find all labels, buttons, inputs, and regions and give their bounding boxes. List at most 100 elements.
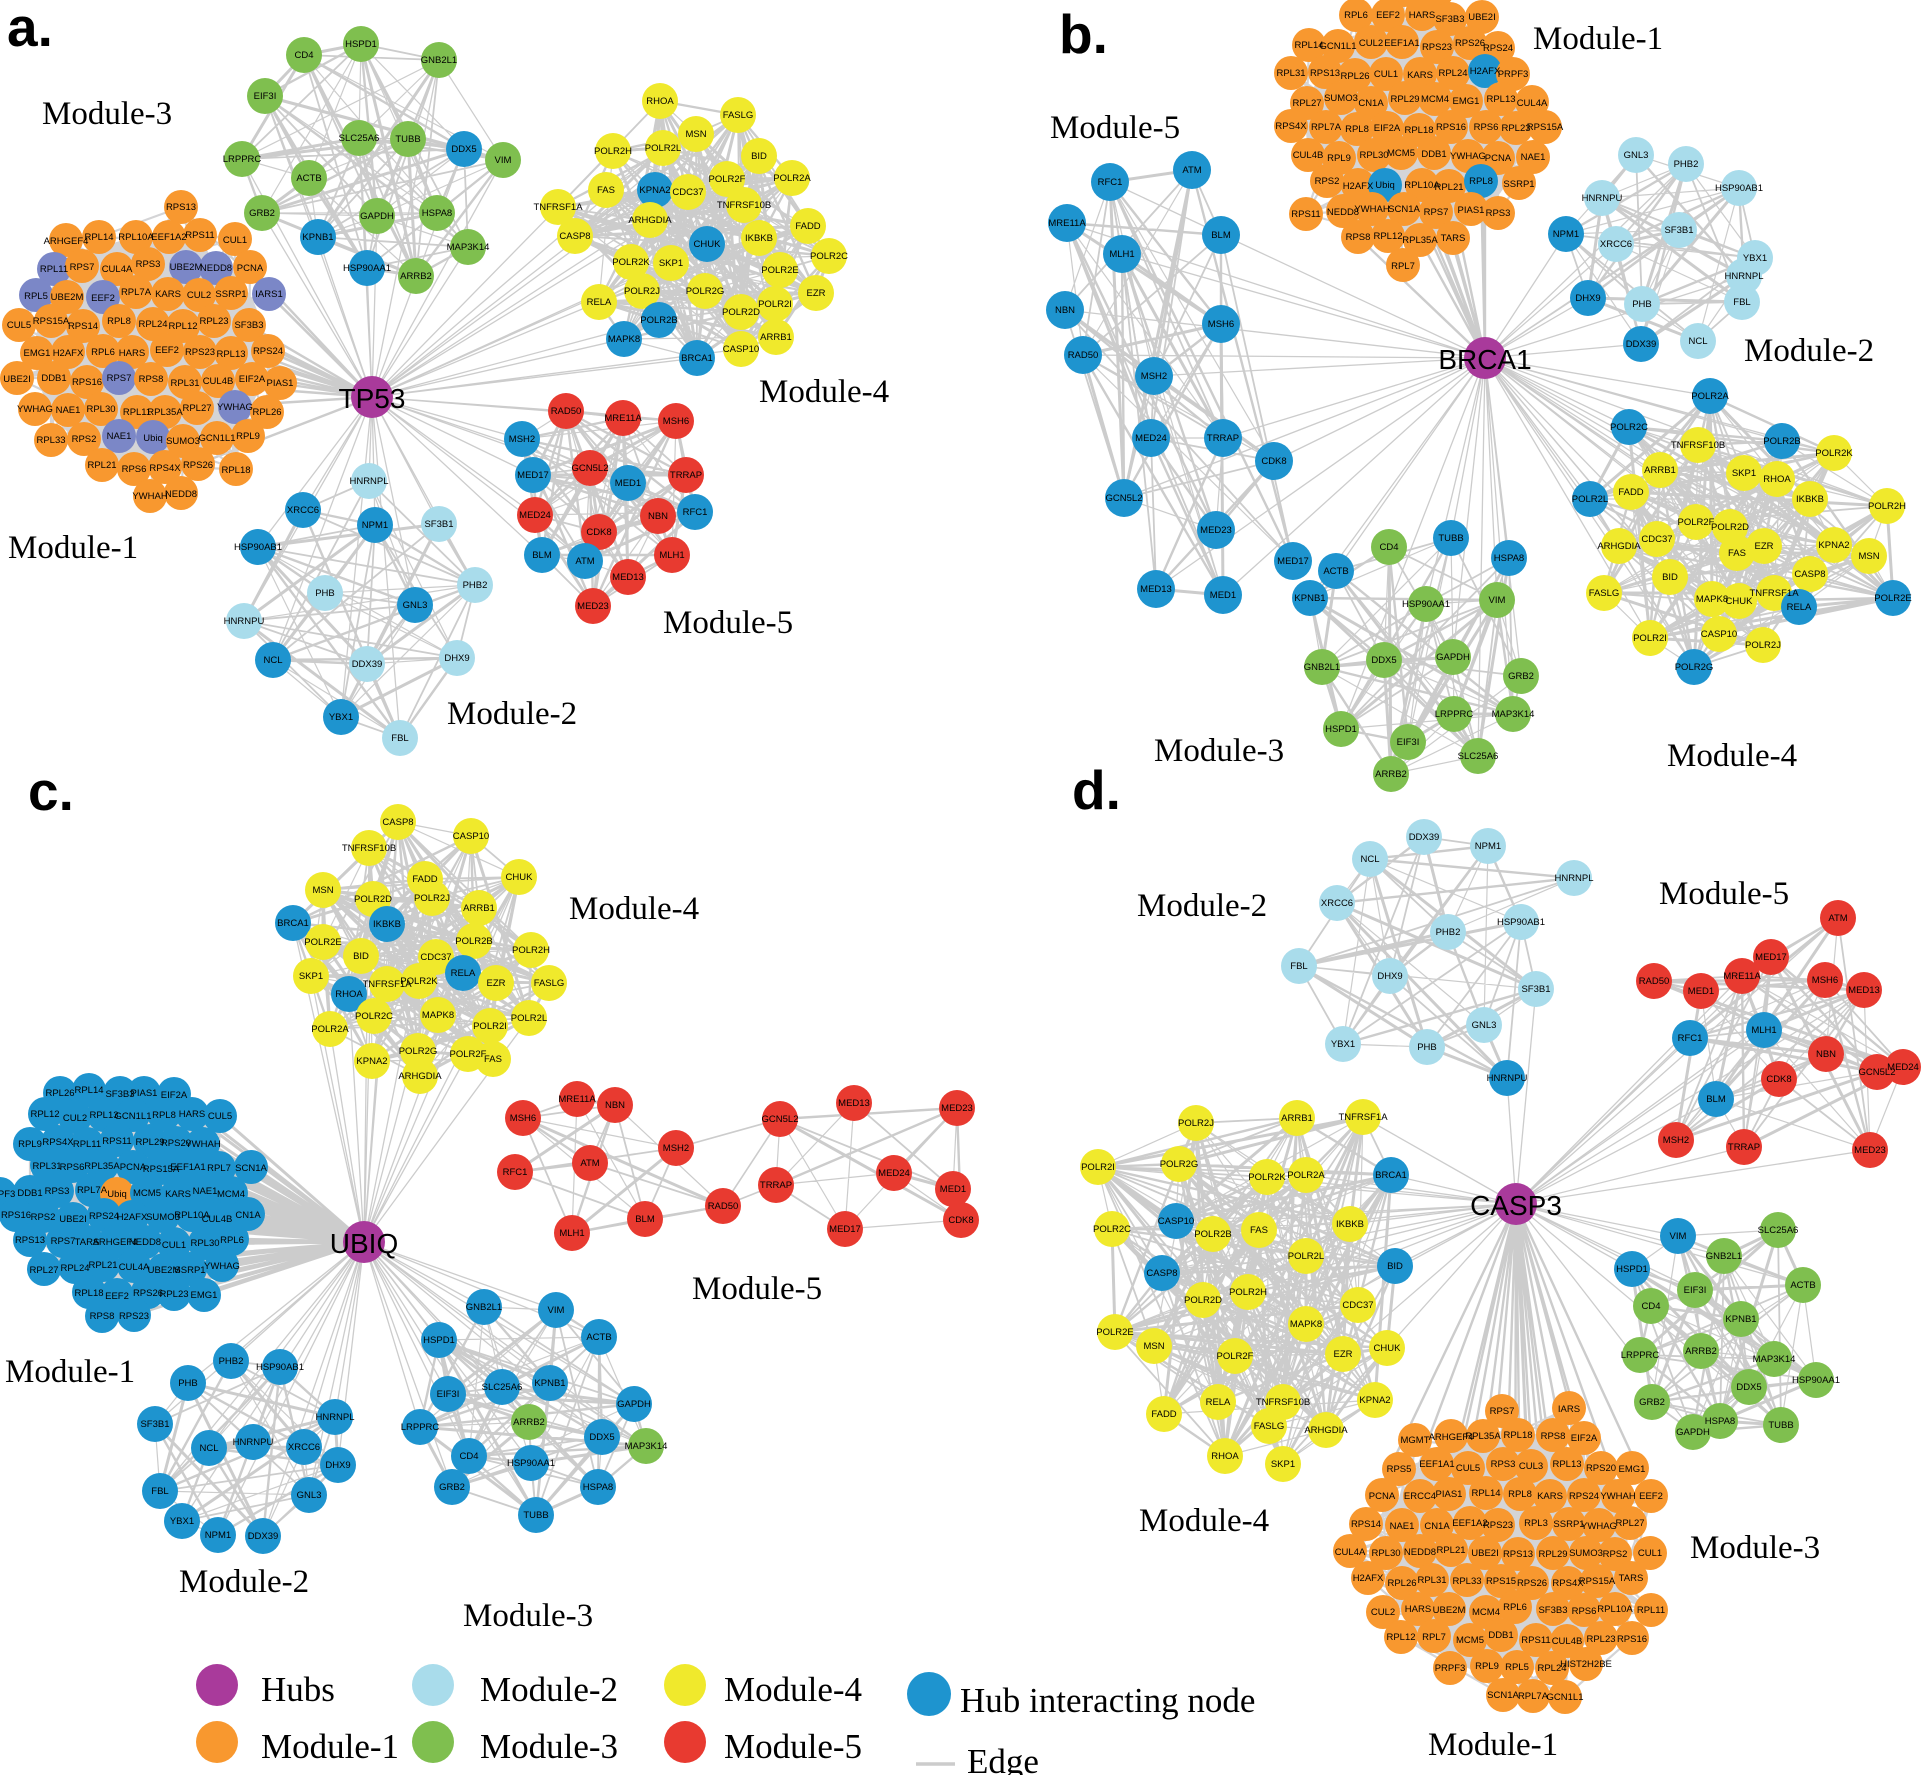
svg-text:GCN5L2: GCN5L2: [572, 463, 609, 474]
svg-text:DHX9: DHX9: [1377, 971, 1402, 982]
svg-text:Module-3: Module-3: [42, 96, 172, 132]
svg-text:CUL4B: CUL4B: [1552, 1636, 1583, 1647]
svg-text:EZR: EZR: [1755, 541, 1774, 552]
svg-text:RPS23: RPS23: [119, 1311, 149, 1322]
svg-text:FAS: FAS: [597, 185, 615, 196]
svg-text:POLR2J: POLR2J: [624, 286, 660, 297]
svg-text:ARRB1: ARRB1: [463, 903, 495, 914]
svg-text:RPL9: RPL9: [1327, 153, 1351, 164]
svg-text:NBN: NBN: [1055, 305, 1075, 316]
svg-text:ARRB1: ARRB1: [1644, 465, 1676, 476]
svg-text:MED24: MED24: [1887, 1062, 1919, 1073]
svg-text:NAE1: NAE1: [1390, 1521, 1415, 1532]
svg-text:DDB1: DDB1: [17, 1188, 42, 1199]
svg-text:CASP8: CASP8: [1794, 569, 1825, 580]
svg-text:b.: b.: [1059, 3, 1108, 65]
svg-text:GAPDH: GAPDH: [1676, 1427, 1710, 1438]
svg-text:ATM: ATM: [1828, 913, 1847, 924]
svg-text:POLR2A: POLR2A: [1691, 391, 1729, 402]
svg-text:BID: BID: [353, 951, 369, 962]
svg-text:MED17: MED17: [1277, 556, 1309, 567]
svg-text:MED13: MED13: [612, 572, 644, 583]
svg-text:CN1A: CN1A: [1424, 1521, 1450, 1532]
svg-text:YBX1: YBX1: [170, 1516, 194, 1527]
svg-text:RPL27: RPL27: [182, 403, 211, 414]
svg-text:NAE1: NAE1: [107, 431, 132, 442]
svg-text:EEF1A2: EEF1A2: [1452, 1518, 1487, 1529]
svg-text:CUL2: CUL2: [1371, 1607, 1395, 1618]
svg-text:H2AFX: H2AFX: [53, 348, 84, 359]
svg-text:RPS16: RPS16: [1, 1210, 31, 1221]
svg-text:RPL12: RPL12: [1373, 231, 1402, 242]
svg-text:EIF3I: EIF3I: [1684, 1285, 1707, 1296]
svg-text:RPS8: RPS8: [90, 1311, 115, 1322]
svg-text:PHB: PHB: [315, 588, 335, 599]
svg-text:POLR2D: POLR2D: [354, 894, 392, 905]
svg-text:NPM1: NPM1: [362, 520, 388, 531]
svg-text:Module-1: Module-1: [261, 1727, 399, 1766]
svg-text:POLR2D: POLR2D: [722, 307, 760, 318]
svg-text:ARRB2: ARRB2: [1375, 769, 1407, 780]
svg-text:IKBKB: IKBKB: [1796, 494, 1824, 505]
svg-text:RPL7A: RPL7A: [1311, 122, 1342, 133]
svg-text:Module-5: Module-5: [1659, 876, 1789, 912]
svg-text:CASP3: CASP3: [1470, 1190, 1562, 1221]
svg-text:MLH1: MLH1: [1751, 1025, 1776, 1036]
svg-text:ERCC4: ERCC4: [1404, 1491, 1436, 1502]
svg-text:GAPDH: GAPDH: [1436, 652, 1470, 663]
svg-text:PIAS1: PIAS1: [267, 378, 294, 389]
svg-text:SCN1A: SCN1A: [1487, 1690, 1519, 1701]
svg-text:IARS1: IARS1: [255, 289, 282, 300]
svg-text:POLR2F: POLR2F: [709, 174, 746, 185]
svg-text:TARS: TARS: [1441, 233, 1466, 244]
svg-text:ARRB2: ARRB2: [1685, 1346, 1717, 1357]
svg-text:RPL26: RPL26: [252, 407, 281, 418]
svg-text:YBX1: YBX1: [1743, 253, 1767, 264]
svg-text:RPL18: RPL18: [74, 1288, 103, 1299]
svg-text:MSN: MSN: [312, 885, 333, 896]
svg-text:RPL3: RPL3: [1524, 1518, 1548, 1529]
svg-text:CUL5: CUL5: [1456, 1463, 1480, 1474]
svg-text:CD4: CD4: [1641, 1301, 1660, 1312]
svg-text:MLH1: MLH1: [559, 1228, 584, 1239]
svg-text:RPL13: RPL13: [89, 1110, 118, 1121]
svg-text:RPL10A: RPL10A: [1404, 180, 1440, 191]
svg-text:HSPA8: HSPA8: [583, 1482, 613, 1493]
svg-text:POLR2G: POLR2G: [686, 286, 725, 297]
svg-text:NPM1: NPM1: [205, 1530, 231, 1541]
svg-text:H2AFX: H2AFX: [1353, 1573, 1384, 1584]
svg-text:DDX5: DDX5: [1371, 655, 1396, 666]
svg-text:FASLG: FASLG: [534, 978, 565, 989]
svg-text:ACTB: ACTB: [1790, 1280, 1815, 1291]
svg-text:RPS15A: RPS15A: [1579, 1576, 1616, 1587]
svg-text:DHX9: DHX9: [1575, 293, 1600, 304]
svg-text:HSPD1: HSPD1: [423, 1335, 455, 1346]
svg-text:TARS: TARS: [75, 1237, 100, 1248]
svg-text:CDK8: CDK8: [586, 527, 611, 538]
svg-text:FBL: FBL: [151, 1486, 168, 1497]
svg-text:ARHGEF4: ARHGEF4: [1429, 1432, 1474, 1443]
svg-text:UBE2M: UBE2M: [148, 1265, 181, 1276]
svg-text:CDK8: CDK8: [1766, 1074, 1791, 1085]
svg-text:CASP10: CASP10: [723, 344, 759, 355]
svg-text:RPS3: RPS3: [1486, 208, 1511, 219]
svg-text:TNFRSF10B: TNFRSF10B: [1671, 440, 1725, 451]
svg-text:DDX5: DDX5: [589, 1432, 614, 1443]
svg-text:Module-1: Module-1: [1428, 1727, 1558, 1763]
svg-text:PCNA: PCNA: [120, 1162, 147, 1173]
svg-text:YWHAG: YWHAG: [1450, 151, 1486, 162]
svg-text:SUMO3: SUMO3: [166, 436, 200, 447]
svg-text:MSH6: MSH6: [1208, 319, 1234, 330]
svg-text:RPL30: RPL30: [190, 1238, 219, 1249]
svg-text:POLR2F: POLR2F: [450, 1049, 487, 1060]
svg-text:POLR2B: POLR2B: [1763, 436, 1801, 447]
svg-text:KPNB1: KPNB1: [302, 232, 333, 243]
svg-text:BID: BID: [1662, 572, 1678, 583]
svg-text:MED13: MED13: [1140, 584, 1172, 595]
svg-text:RPL7: RPL7: [207, 1163, 231, 1174]
svg-text:UBE2M: UBE2M: [1433, 1605, 1466, 1616]
svg-text:EIF2A: EIF2A: [161, 1090, 188, 1101]
svg-text:RPS2: RPS2: [31, 1212, 56, 1223]
svg-text:FADD: FADD: [795, 221, 820, 232]
svg-text:MED23: MED23: [1854, 1145, 1886, 1156]
